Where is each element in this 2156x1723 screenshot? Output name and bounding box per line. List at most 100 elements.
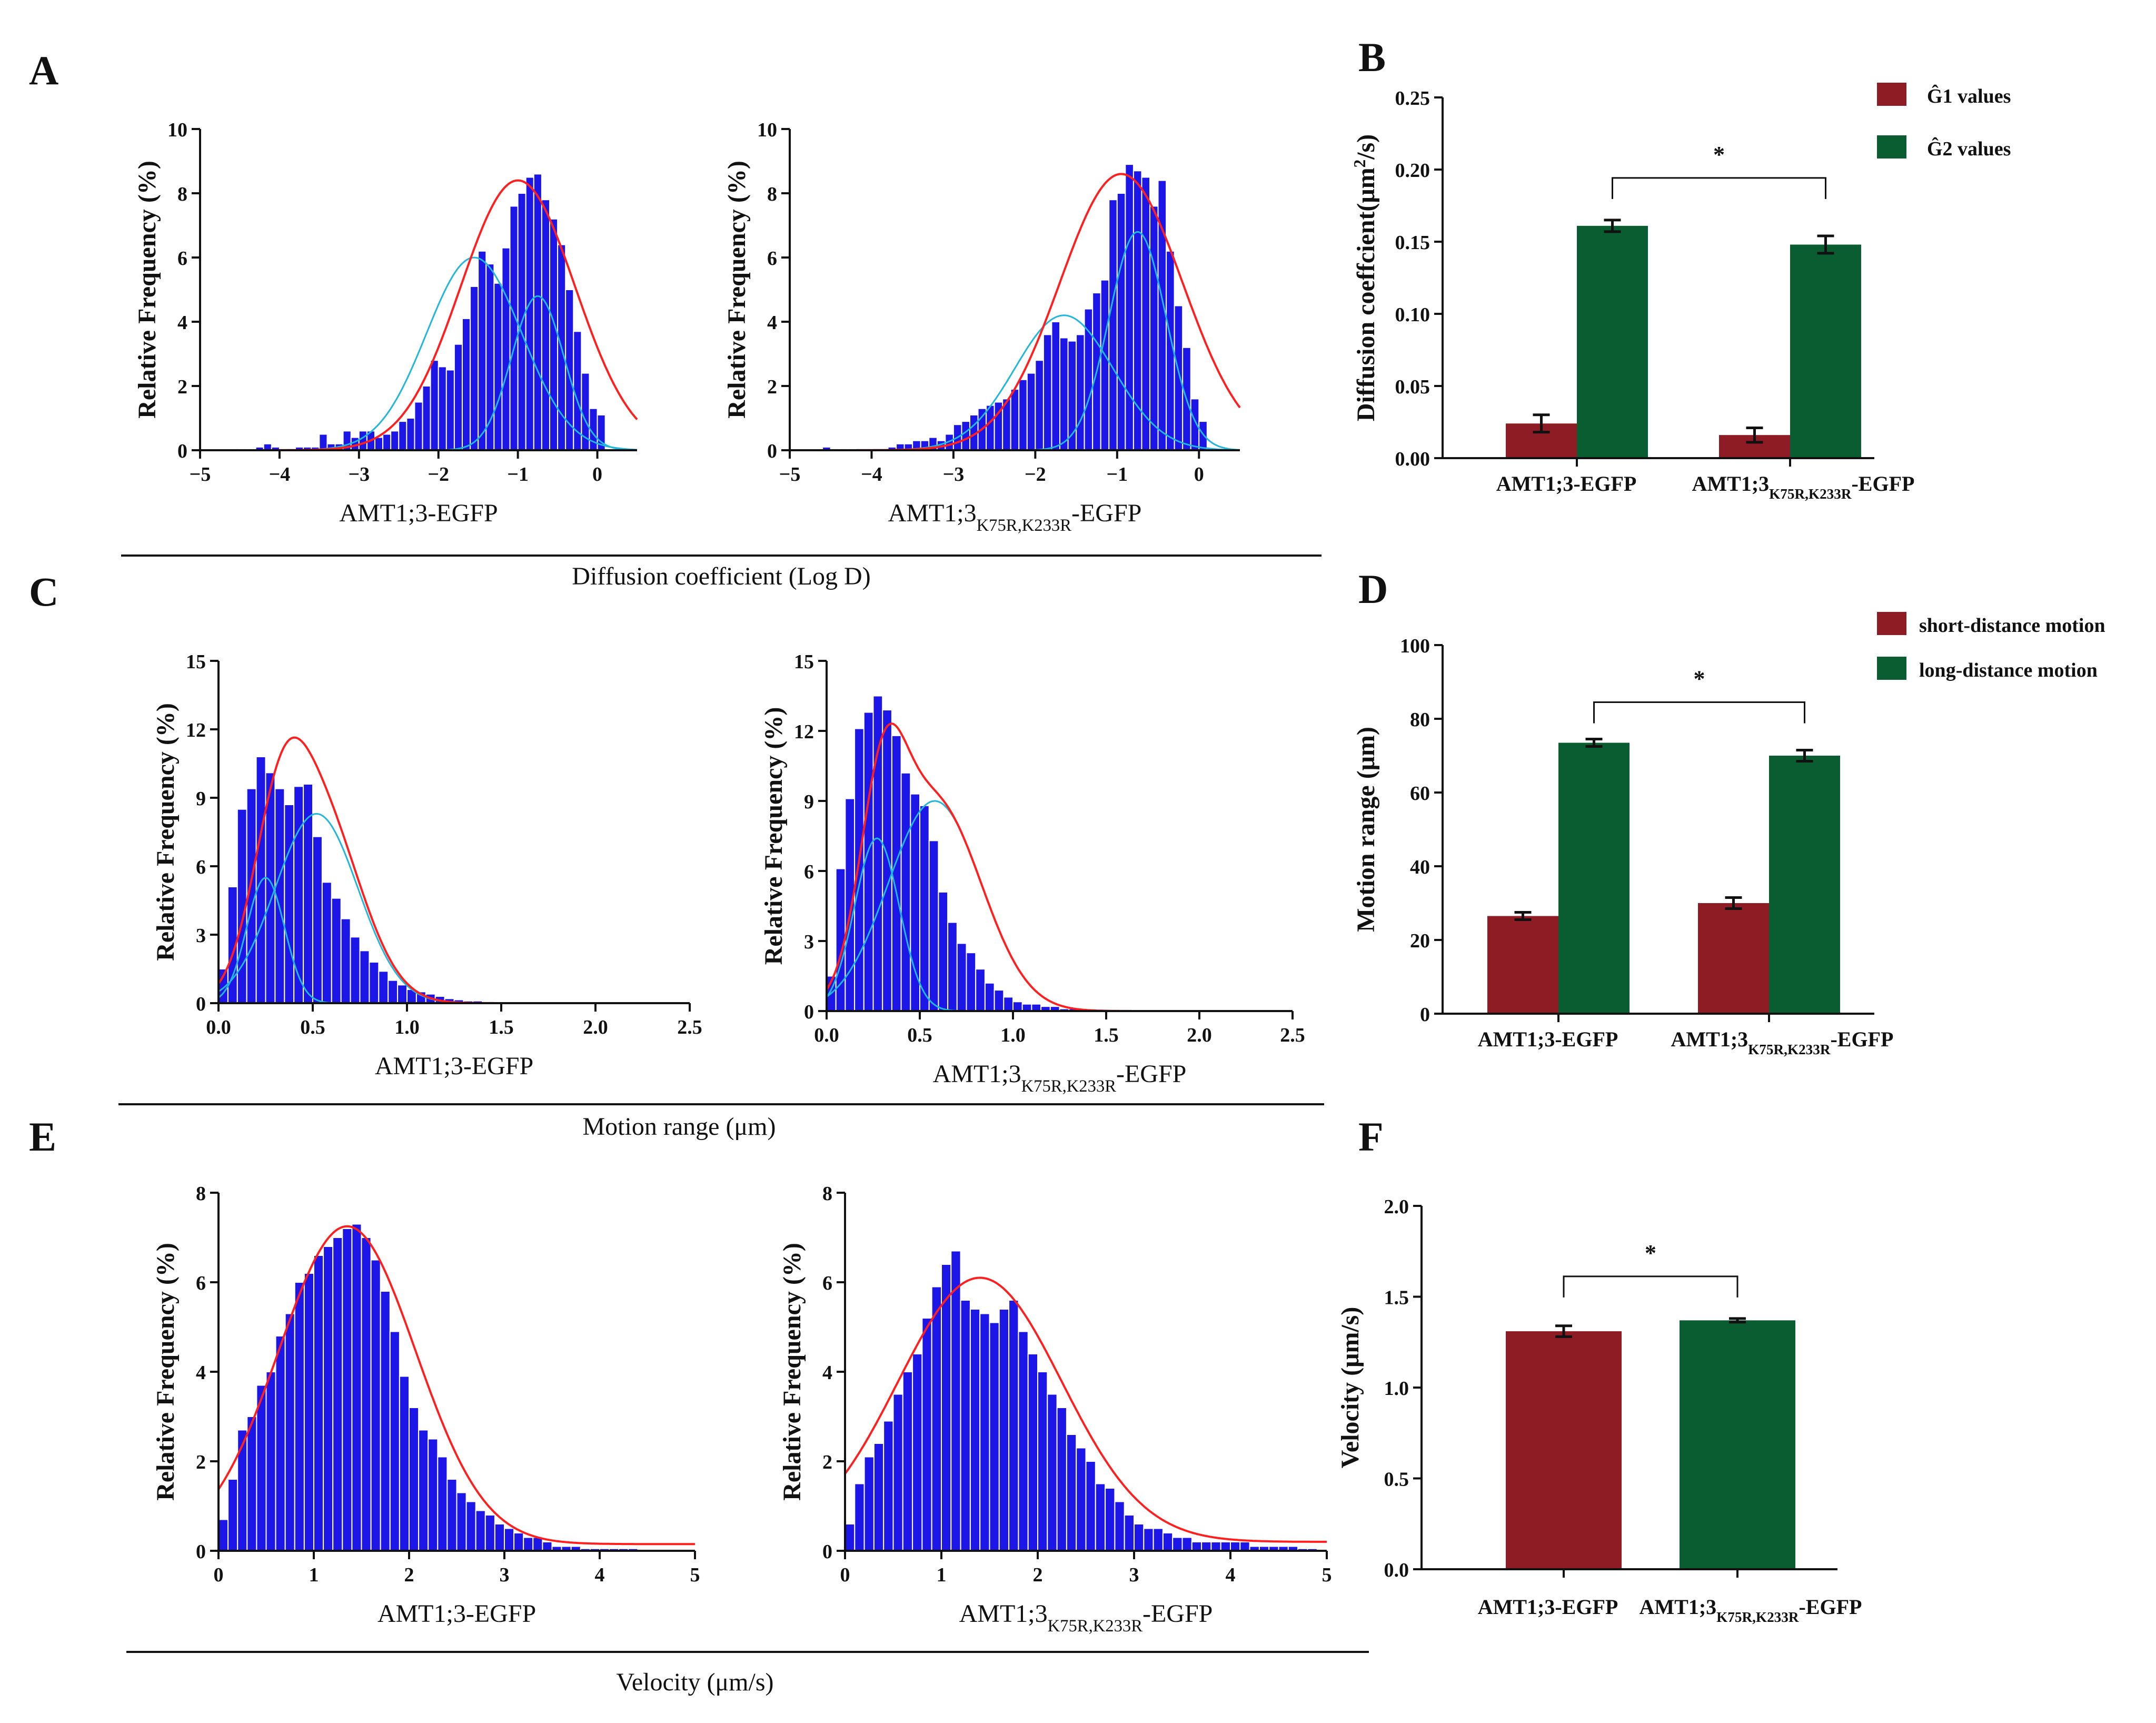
- x-tick-label: −1: [507, 463, 529, 486]
- bar-series2: [1577, 225, 1648, 458]
- histogram-bar: [1051, 321, 1061, 451]
- y-tick-label: 0: [822, 1541, 832, 1563]
- histogram-bar: [390, 430, 400, 451]
- histogram-bar: [462, 318, 471, 451]
- x-tick-label: 2.5: [1280, 1024, 1305, 1046]
- panel-label-f: F: [1358, 1114, 1384, 1160]
- histogram-bar: [284, 1313, 295, 1551]
- y-tick-label: 6: [196, 1272, 206, 1294]
- histogram-bar: [979, 1313, 990, 1551]
- panel-label-e: E: [29, 1114, 56, 1160]
- histogram-bar: [358, 430, 367, 451]
- x-tick-label: 4: [1226, 1564, 1236, 1586]
- y-tick-label: 0.10: [1395, 304, 1430, 326]
- histogram-bar: [406, 418, 415, 451]
- histogram-bar: [484, 1514, 495, 1551]
- histogram-bar: [340, 918, 351, 1004]
- histogram-bar: [902, 1371, 913, 1551]
- histogram-bar: [1143, 1528, 1154, 1551]
- bar-series2: [1790, 244, 1861, 458]
- bar-chart-d: AMT1;3-EGFP AMT1;3K75R,K233R-EGFP02040608…: [1352, 612, 2105, 1057]
- legend-swatch: [1877, 83, 1906, 106]
- y-tick-label: 1.0: [1384, 1378, 1409, 1400]
- histogram-bar: [1047, 1393, 1058, 1551]
- histogram-bar: [456, 1492, 467, 1551]
- histogram-bar: [319, 433, 328, 451]
- histogram-bar: [1116, 193, 1126, 451]
- histogram-bar: [414, 401, 423, 451]
- histogram-bar: [969, 1309, 981, 1551]
- x-tick-label: 0: [214, 1564, 224, 1586]
- histogram-bar: [374, 437, 384, 451]
- y-tick-label: 0.15: [1395, 232, 1430, 254]
- x-tick-label: 0.5: [907, 1024, 932, 1046]
- histogram-bar: [532, 1537, 543, 1551]
- histogram-bar: [361, 1237, 372, 1551]
- y-tick-label: 40: [1410, 856, 1430, 878]
- histogram-bar: [478, 250, 487, 451]
- histogram-bar: [1100, 279, 1110, 451]
- x-tick-label: −4: [269, 463, 291, 486]
- bar-series2: [1769, 756, 1840, 1014]
- histogram-bar: [542, 1541, 553, 1551]
- histogram-bar: [388, 979, 399, 1004]
- histogram-bar: [1076, 334, 1085, 451]
- histogram-bar: [941, 1264, 952, 1551]
- x-axis-title-sub: K75R,K233R: [977, 516, 1072, 535]
- legend-swatch: [1877, 612, 1906, 635]
- histogram-bar: [446, 1479, 458, 1551]
- significance-star: *: [1713, 142, 1725, 167]
- y-tick-label: 6: [177, 247, 187, 270]
- y-tick-label: 15: [186, 651, 206, 673]
- histogram-bar: [470, 285, 479, 451]
- x-tick-label: 0.5: [300, 1016, 325, 1038]
- histogram-bar: [993, 989, 1005, 1012]
- histogram-bar: [465, 1501, 476, 1551]
- y-tick-label: 0: [804, 1001, 814, 1023]
- x-tick-label: 0.0: [206, 1016, 231, 1038]
- histogram-bar: [986, 404, 995, 451]
- category-label-main: AMT1;3-EGFP: [1478, 1595, 1618, 1619]
- category-label-suffix: -EGFP: [1851, 472, 1914, 496]
- x-axis-title-suffix: -EGFP: [1142, 1600, 1213, 1628]
- x-axis-title-suffix: -EGFP: [1116, 1060, 1186, 1088]
- histogram-bar: [513, 1532, 524, 1551]
- y-axis-title-sup: 2: [1350, 160, 1369, 168]
- x-axis-title-main: AMT1;3: [933, 1060, 1021, 1088]
- histogram-bar: [1172, 1537, 1183, 1551]
- legend-swatch: [1877, 657, 1906, 680]
- y-tick-label: 12: [186, 719, 206, 741]
- histogram-bar: [437, 1456, 448, 1551]
- category-label: AMT1;3K75R,K233R-EGFP: [1692, 472, 1915, 502]
- x-axis-title-main: AMT1;3: [959, 1600, 1048, 1628]
- histogram-bar: [418, 1429, 429, 1551]
- y-tick-label: 6: [767, 247, 777, 270]
- histogram-bar: [409, 1407, 420, 1551]
- histogram-bar: [533, 173, 542, 451]
- y-tick-label: 0: [767, 440, 777, 462]
- histogram-bar: [1114, 1501, 1125, 1551]
- histogram-bar: [1108, 199, 1118, 451]
- y-tick-label: 0.00: [1395, 448, 1430, 470]
- bar-chart-b: AMT1;3-EGFP AMT1;3K75R,K233R-EGFP0.000.05…: [1350, 83, 2011, 502]
- histogram-bar: [1018, 379, 1028, 451]
- x-tick-label: −5: [779, 463, 801, 486]
- histogram-e-mutant: 0 2 4 6 8 0 1 2 3 4 5 Relative Frequency (%) AMT1;3K…: [778, 1183, 1332, 1636]
- x-tick-label: 1: [937, 1564, 947, 1586]
- y-tick-label: 0.0: [1384, 1559, 1409, 1581]
- histogram-bar: [1026, 372, 1036, 451]
- x-tick-label: 1.5: [1094, 1024, 1119, 1046]
- histogram-bar: [218, 1519, 229, 1551]
- group-title-motion: Motion range (μm): [583, 1113, 776, 1141]
- histogram-bar: [321, 882, 332, 1004]
- histogram-bar: [1191, 1541, 1203, 1551]
- y-axis-title: Relative Frequency (%): [152, 703, 180, 961]
- histogram-bar: [1008, 1300, 1019, 1551]
- histogram-bar: [397, 984, 408, 1004]
- histogram-bar: [1174, 305, 1184, 451]
- histogram-bar: [950, 1250, 961, 1551]
- y-tick-label: 8: [767, 183, 777, 205]
- y-tick-label: 6: [822, 1272, 832, 1294]
- x-axis-title: AMT1;3-EGFP: [377, 1600, 536, 1628]
